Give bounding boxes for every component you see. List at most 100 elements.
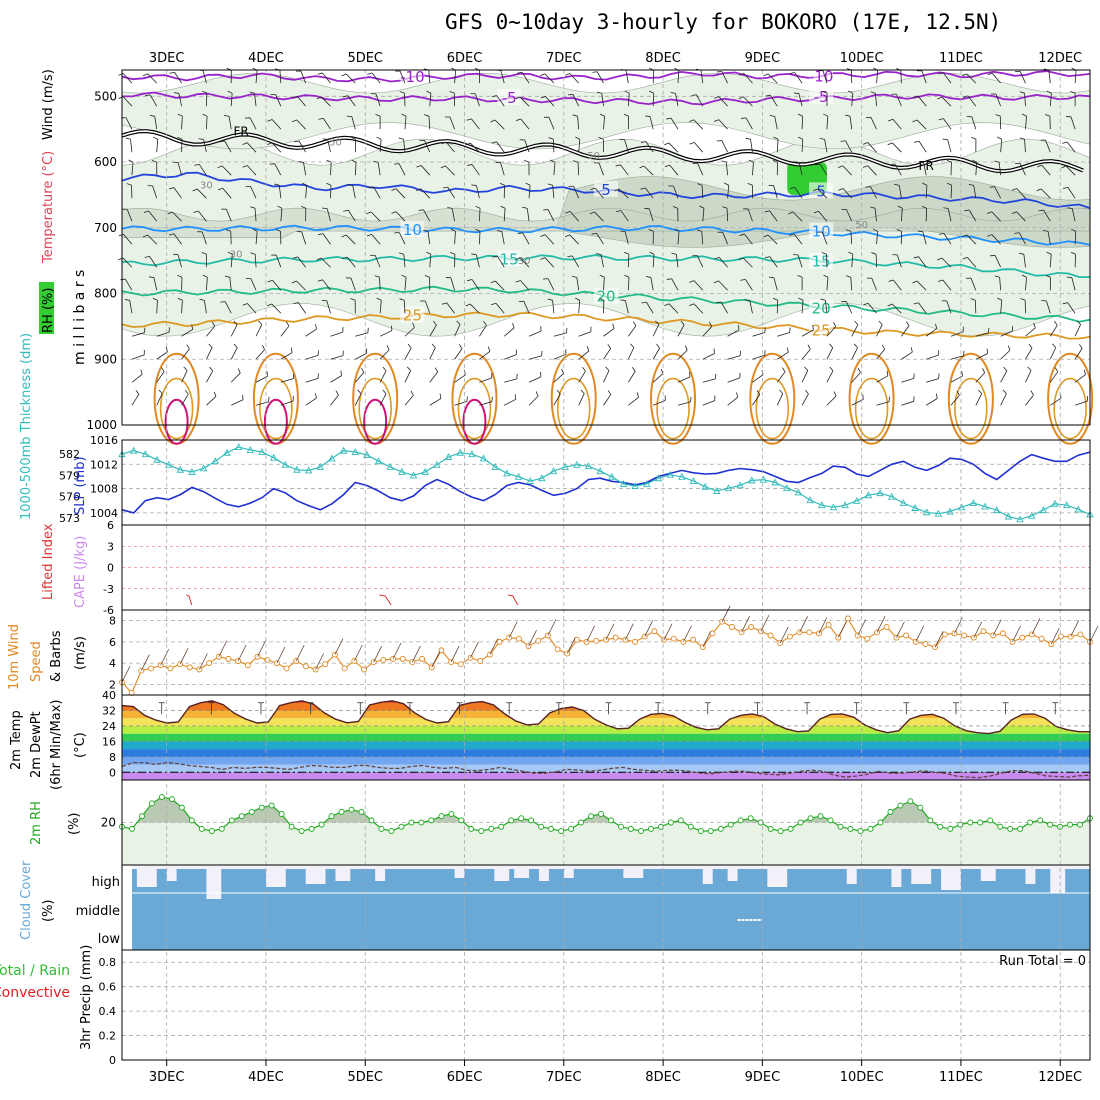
wind-barb-flag <box>962 95 968 98</box>
wind-barb-flag <box>399 91 405 94</box>
temp-band <box>122 764 1090 773</box>
cloud-gap <box>514 865 530 878</box>
wind-barb-flag <box>1019 91 1025 94</box>
wind10-barb <box>818 617 828 634</box>
wind-barb <box>379 330 393 337</box>
rh2m-marker <box>1067 821 1073 828</box>
wind-barb-flag <box>440 165 446 169</box>
wind-barb-flag <box>1083 369 1086 375</box>
wind-barb <box>221 165 232 176</box>
wind-barb <box>228 116 232 130</box>
wind10-barb <box>934 631 944 648</box>
wind-barb-flag <box>441 141 447 145</box>
thickness-marker <box>1016 515 1024 523</box>
wind10-marker <box>806 629 813 636</box>
wind-barb-flag <box>964 209 970 212</box>
wind-barb <box>154 116 158 130</box>
thickness-marker <box>444 453 453 460</box>
wind-barb <box>303 162 307 176</box>
temp-band <box>122 756 1090 765</box>
wind-barb-flag <box>490 119 496 123</box>
wind-barb-flag <box>763 234 769 238</box>
wind-barb <box>968 209 977 222</box>
wind-barb <box>403 254 406 268</box>
temp-contour-label: 20 <box>596 288 615 306</box>
wind-barb-flag <box>1036 188 1042 192</box>
wind-barb <box>147 73 158 84</box>
wind-barb <box>129 300 133 314</box>
wind-barb-flag <box>649 90 654 94</box>
wind-barb <box>327 139 331 153</box>
wind-barb-flag <box>566 327 568 333</box>
wind-barb <box>326 300 331 314</box>
wind-barb <box>454 231 456 245</box>
wind-barb <box>697 163 704 176</box>
wind-barb-flag <box>535 391 539 397</box>
wind-barb-flag <box>1043 230 1049 232</box>
wind-barb-flag <box>426 251 431 255</box>
wind-barb-flag <box>347 184 353 186</box>
wind-barb <box>572 94 580 107</box>
wind-barb <box>950 395 960 406</box>
thickness-marker <box>818 501 826 509</box>
date-label-bottom: 12DEC <box>1038 1070 1082 1085</box>
wind-barb-flag <box>424 114 430 117</box>
wind-barb-flag <box>290 347 293 353</box>
wind-barb-flag <box>599 113 605 117</box>
wind10-marker <box>632 638 638 645</box>
contour-label-bg <box>594 180 618 197</box>
rh2m-marker <box>258 804 265 811</box>
wind-barb <box>330 375 342 383</box>
wind-barb-flag <box>813 210 819 214</box>
wind-barb <box>404 327 415 337</box>
wind-barb <box>624 139 629 153</box>
wind-barb-flag <box>820 298 826 301</box>
wind-barb <box>870 117 877 130</box>
rh2m-marker <box>388 828 395 834</box>
low-temp-contour-orange <box>358 377 392 440</box>
wind-barb <box>173 187 182 199</box>
rh2m-marker <box>318 821 325 828</box>
wind-barb-flag <box>292 256 298 259</box>
wind-barb <box>702 326 712 337</box>
temp-band <box>122 741 1090 750</box>
freezing-level-line-inner <box>121 130 1084 173</box>
wind-barb-flag <box>798 136 803 140</box>
wind-barb-flag <box>684 345 688 351</box>
wind-barb-flag <box>917 230 923 233</box>
rh2m-marker <box>328 813 335 820</box>
wind-barb-flag <box>168 187 175 190</box>
wind-barb <box>991 234 1001 245</box>
wind-barb-flag <box>872 228 878 232</box>
wind-barb-flag <box>938 232 944 235</box>
wind10-barb <box>237 644 247 662</box>
wind-barb <box>1016 188 1026 199</box>
wind-barb-flag <box>956 390 960 396</box>
wind-barb-flag <box>639 165 645 169</box>
wind-barb <box>156 300 158 314</box>
low-temp-contour-magenta <box>363 398 388 445</box>
wind-barb-flag <box>268 396 270 402</box>
rh2m-marker <box>198 825 205 832</box>
wind-barb-flag <box>487 346 491 352</box>
wind-barb <box>923 162 927 176</box>
thickness-marker <box>771 478 779 486</box>
thickness-marker <box>316 462 325 470</box>
wind-barb-flag <box>1033 322 1036 328</box>
wind-barb-flag <box>220 301 226 303</box>
dewpt-axis-label: 2m DewPt <box>29 711 44 778</box>
wind-barb <box>479 325 487 337</box>
wind-barb <box>876 375 889 383</box>
wind-barb <box>773 277 778 291</box>
temp-band <box>122 772 1090 780</box>
rh2m-marker <box>987 817 994 824</box>
wind-barb <box>648 208 654 222</box>
wind-barb <box>131 373 143 383</box>
wind10-marker <box>515 635 522 642</box>
wind-barb <box>652 373 664 383</box>
wind-barb <box>867 165 877 176</box>
rh2m-marker <box>1037 817 1044 824</box>
wind-barb-flag <box>148 276 154 278</box>
wind-barb <box>596 233 604 245</box>
